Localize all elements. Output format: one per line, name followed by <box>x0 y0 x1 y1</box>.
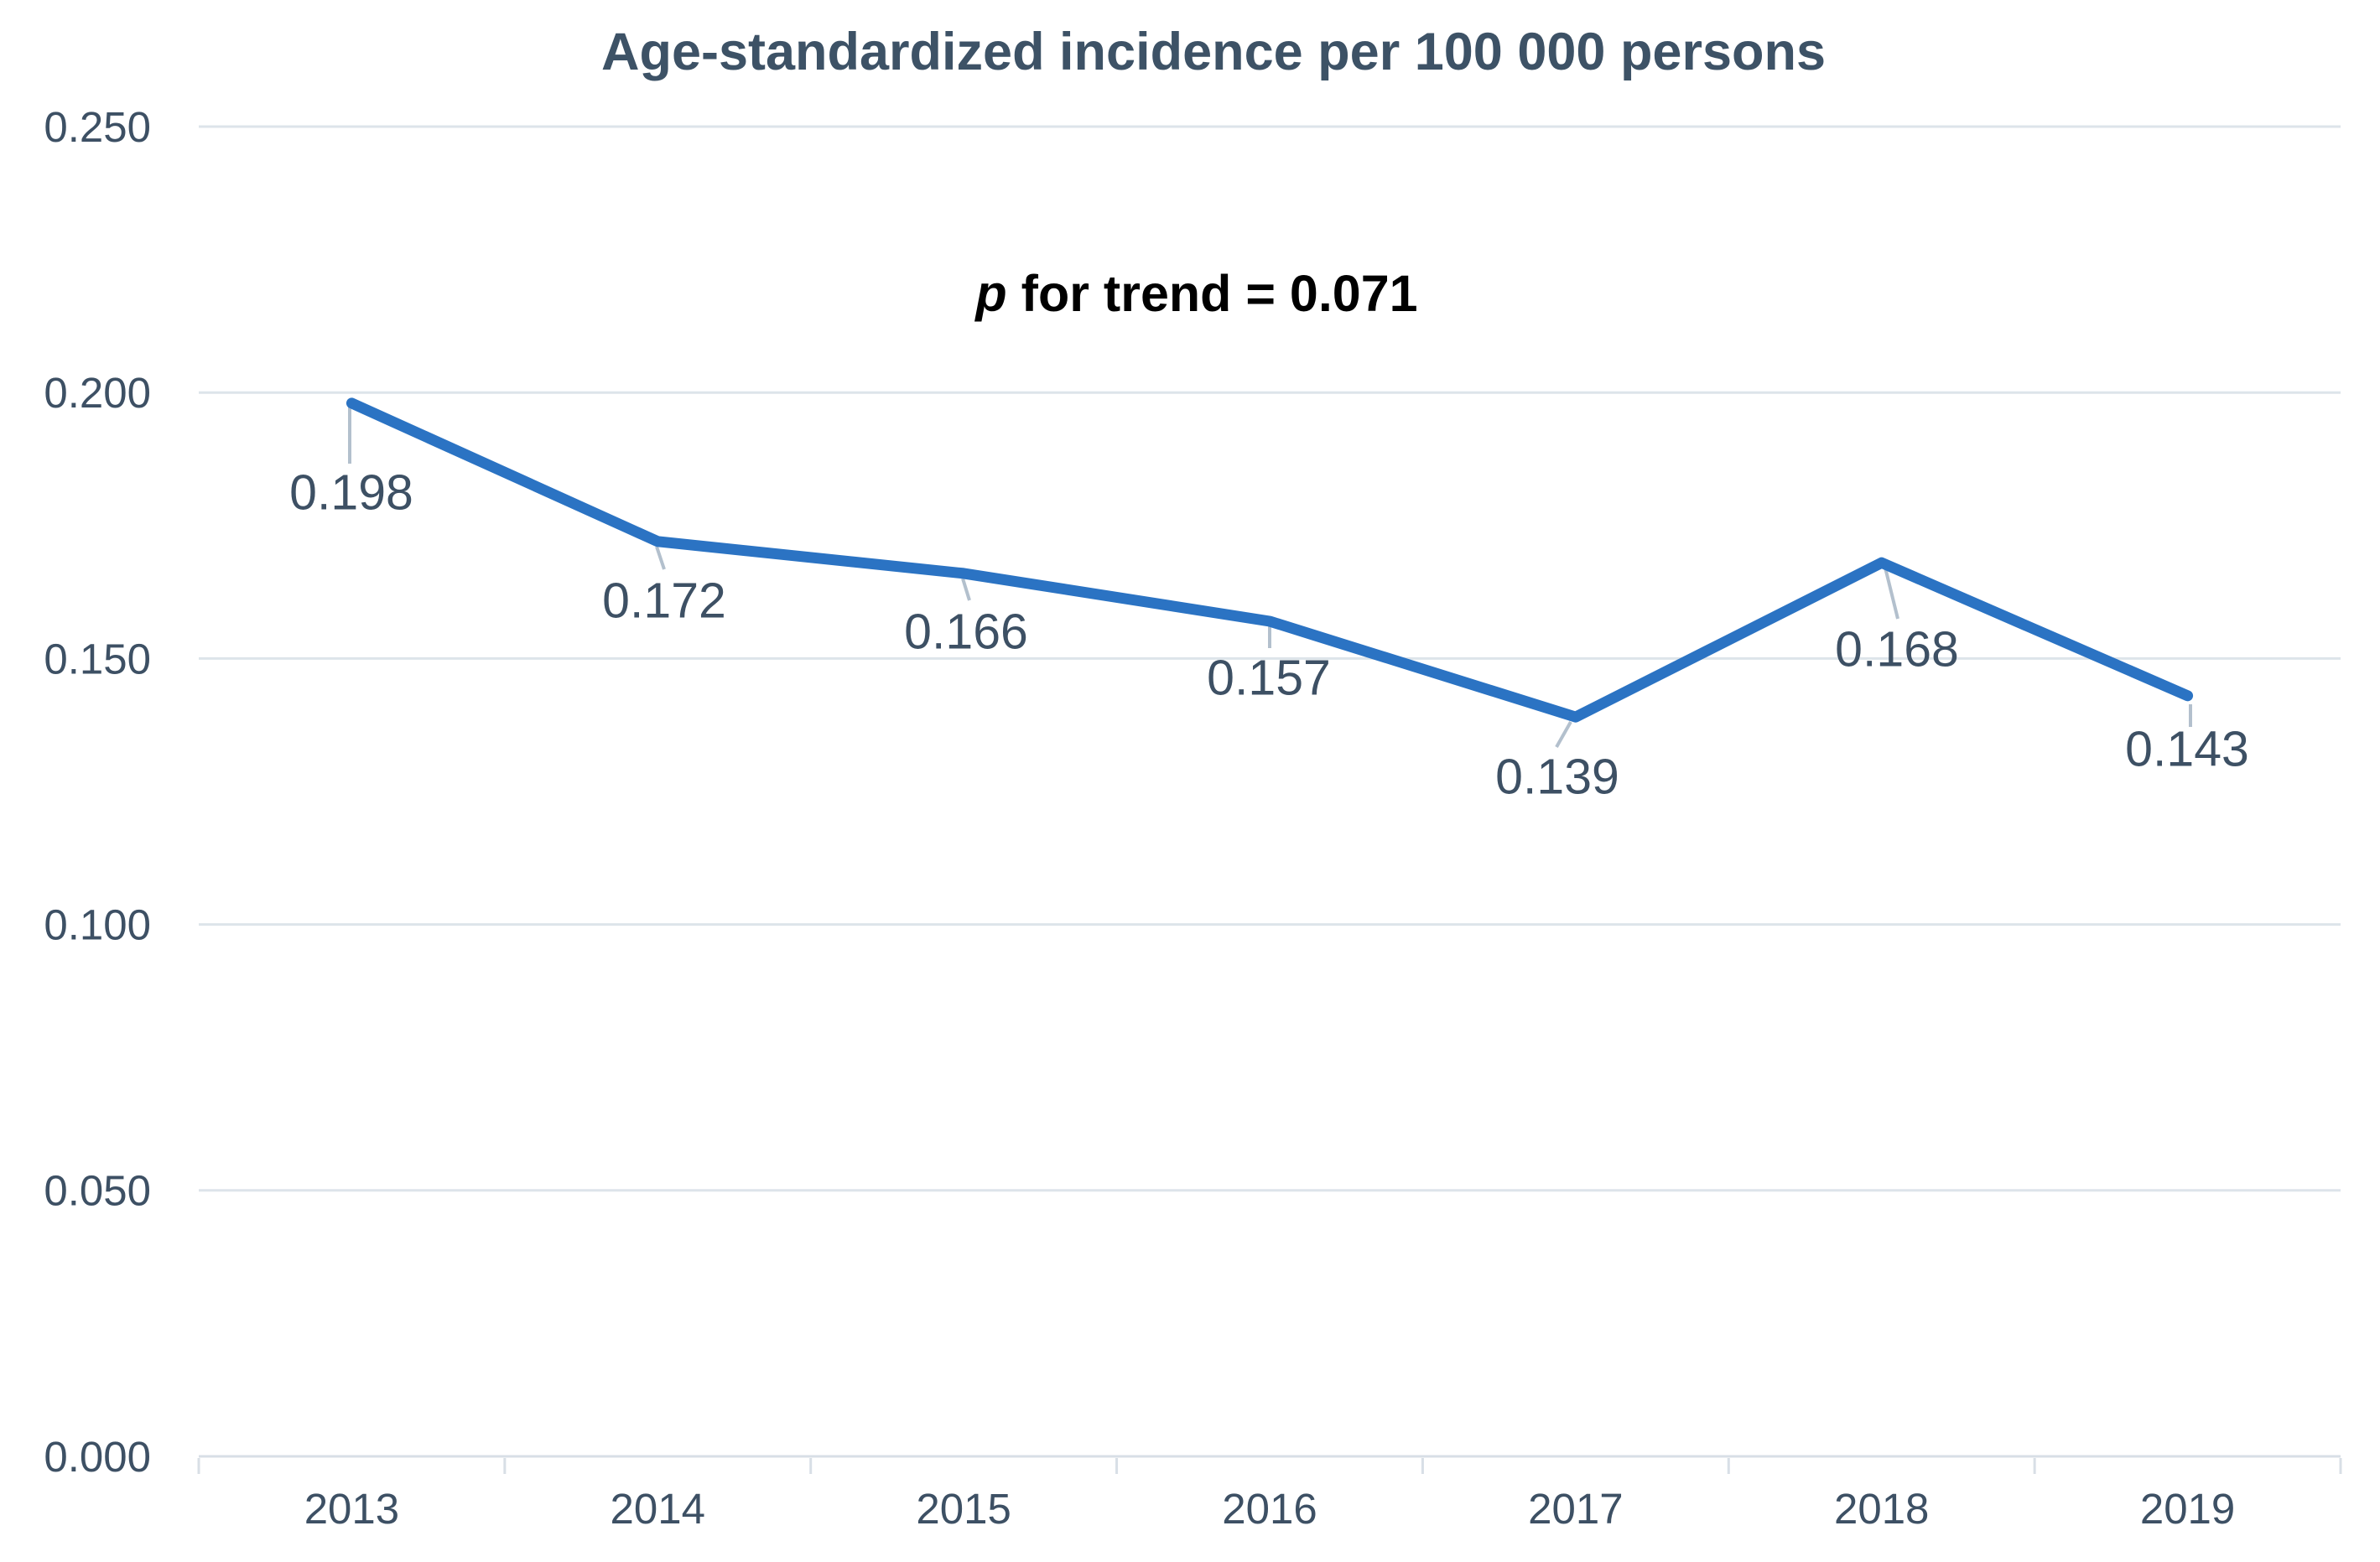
y-axis-tick-label: 0.050 <box>44 1167 151 1215</box>
x-axis-tick-label: 2015 <box>916 1485 1011 1533</box>
x-axis-tick-label: 2017 <box>1528 1485 1623 1533</box>
x-axis-tick-label: 2013 <box>304 1485 399 1533</box>
annotation-text: for trend = 0.071 <box>1006 265 1418 322</box>
data-label: 0.143 <box>2125 722 2249 777</box>
data-label: 0.198 <box>289 465 413 521</box>
chart-title: Age-standardized incidence per 100 000 p… <box>600 23 1827 81</box>
leader-line <box>655 546 666 570</box>
annotation-italic-p: p <box>975 265 1007 322</box>
data-line <box>346 397 2194 723</box>
leader-line <box>1884 567 1899 620</box>
data-label: 0.139 <box>1495 750 1619 805</box>
leader-line <box>961 578 971 601</box>
leader-line <box>1555 721 1572 748</box>
y-axis-tick-label: 0.150 <box>44 635 151 682</box>
data-label: 0.166 <box>904 605 1028 660</box>
data-label: 0.157 <box>1207 651 1331 706</box>
x-axis-tick-label: 2016 <box>1222 1485 1317 1533</box>
x-axis-tick-label: 2014 <box>611 1485 705 1533</box>
y-axis-tick-label: 0.200 <box>44 369 151 417</box>
y-axis-tick-label: 0.100 <box>44 900 151 948</box>
y-axis-tick-label: 0.250 <box>44 103 151 151</box>
data-label: 0.172 <box>602 573 726 629</box>
p-for-trend-annotation: p for trend = 0.071 <box>975 264 1417 323</box>
x-axis-tick-label: 2018 <box>1834 1485 1929 1533</box>
data-label: 0.168 <box>1835 622 1959 677</box>
y-axis-tick-label: 0.000 <box>44 1433 151 1481</box>
x-axis-tick-label: 2019 <box>2140 1485 2235 1533</box>
